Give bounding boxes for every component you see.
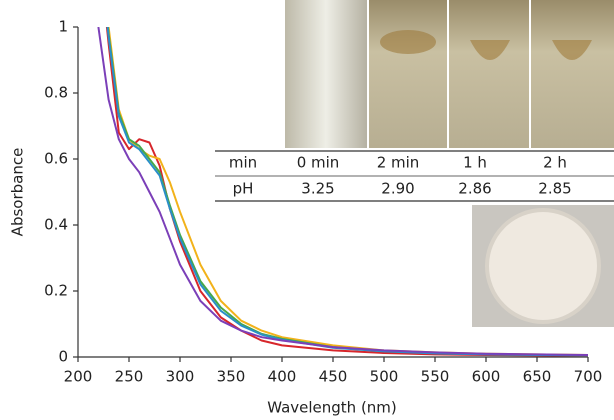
x-tick-label: 600	[472, 368, 501, 386]
dish-photo	[472, 205, 614, 327]
x-tick-label: 450	[319, 368, 348, 386]
photo-0min	[285, 0, 367, 148]
y-tick-label: 0.4	[44, 216, 68, 234]
table-cell: pH	[233, 180, 254, 198]
x-tick-label: 350	[217, 368, 246, 386]
spectrum-line	[105, 27, 588, 357]
table-cell: 3.25	[301, 180, 334, 198]
precipitate	[380, 30, 436, 54]
y-tick-label: 0.2	[44, 282, 68, 300]
x-tick-label: 200	[64, 368, 93, 386]
photo-2min	[369, 0, 447, 148]
table-header: 0 min	[297, 154, 340, 172]
table-cell: 2.85	[538, 180, 571, 198]
x-tick-label: 300	[166, 368, 195, 386]
x-tick-label: 400	[268, 368, 297, 386]
photo-1h	[449, 0, 529, 148]
y-tick-label: 0	[58, 348, 68, 366]
table-header: 1 h	[463, 154, 487, 172]
vial-photos	[285, 0, 614, 148]
dish	[485, 208, 601, 324]
y-tick-label: 0.6	[44, 150, 68, 168]
x-tick-label: 700	[574, 368, 603, 386]
x-axis-label: Wavelength (nm)	[267, 399, 397, 417]
y-axis-label: Absorbance	[9, 148, 27, 237]
table-cell: 2.86	[458, 180, 491, 198]
precipitate	[470, 40, 510, 60]
plot-lines	[97, 27, 588, 357]
x-tick-label: 500	[370, 368, 399, 386]
x-tick-label: 250	[115, 368, 144, 386]
table-header: min	[229, 154, 257, 172]
y-tick-label: 0.8	[44, 84, 68, 102]
x-tick-label: 550	[421, 368, 450, 386]
x-tick-label: 650	[523, 368, 552, 386]
y-tick-label: 1	[58, 18, 68, 36]
precipitate	[552, 40, 592, 60]
table-cell: 2.90	[381, 180, 414, 198]
table-header: 2 h	[543, 154, 567, 172]
photo-2h	[531, 0, 614, 148]
table-header: 2 min	[377, 154, 420, 172]
spectrum-line	[97, 27, 588, 356]
